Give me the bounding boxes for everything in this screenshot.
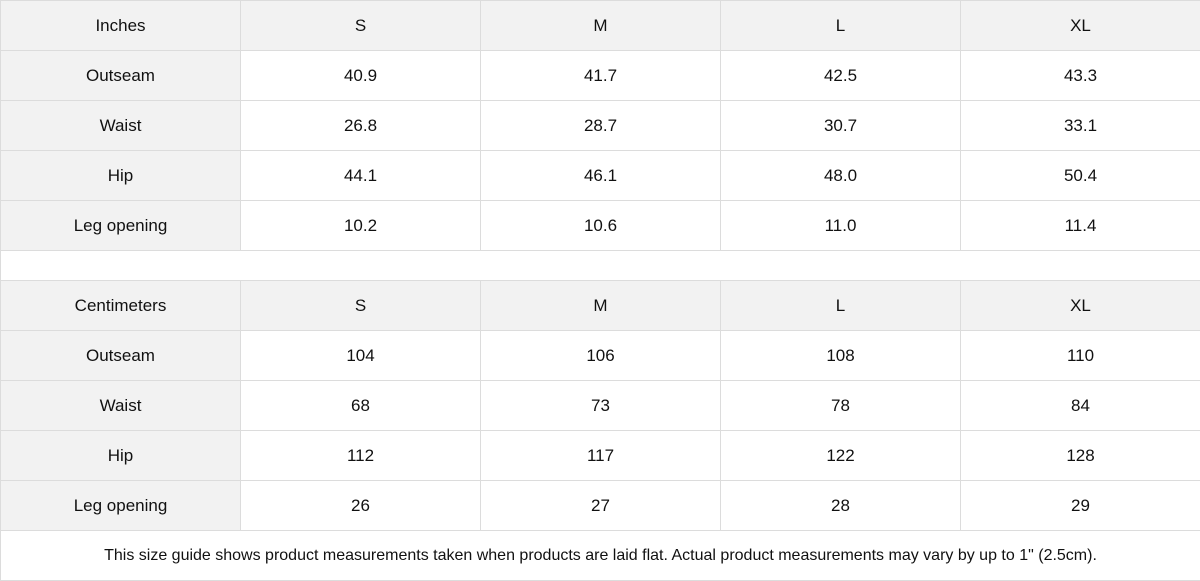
spacer-row (1, 251, 1200, 281)
measurement-label: Hip (1, 151, 241, 201)
measurement-value: 68 (241, 381, 481, 431)
measurement-value: 44.1 (241, 151, 481, 201)
measurement-label: Waist (1, 101, 241, 151)
measurement-value: 50.4 (961, 151, 1200, 201)
size-header: S (241, 1, 481, 51)
size-header: M (481, 281, 721, 331)
size-header: XL (961, 281, 1200, 331)
spacer-cell (1, 251, 1200, 281)
measurement-value: 41.7 (481, 51, 721, 101)
measurement-label: Leg opening (1, 481, 241, 531)
size-header: XL (961, 1, 1200, 51)
measurement-label: Outseam (1, 331, 241, 381)
measurement-value: 33.1 (961, 101, 1200, 151)
unit-header: Inches (1, 1, 241, 51)
measurement-value: 28.7 (481, 101, 721, 151)
measurement-value: 117 (481, 431, 721, 481)
measurement-value: 106 (481, 331, 721, 381)
measurement-value: 10.2 (241, 201, 481, 251)
measurement-label: Leg opening (1, 201, 241, 251)
footnote: This size guide shows product measuremen… (1, 531, 1200, 581)
measurement-value: 27 (481, 481, 721, 531)
measurement-label: Hip (1, 431, 241, 481)
measurement-label: Waist (1, 381, 241, 431)
measurement-value: 43.3 (961, 51, 1200, 101)
measurement-value: 104 (241, 331, 481, 381)
measurement-value: 78 (721, 381, 961, 431)
measurement-value: 110 (961, 331, 1200, 381)
measurement-value: 42.5 (721, 51, 961, 101)
measurement-value: 128 (961, 431, 1200, 481)
measurement-value: 73 (481, 381, 721, 431)
measurement-label: Outseam (1, 51, 241, 101)
footnote-row: This size guide shows product measuremen… (1, 531, 1200, 581)
measurement-value: 26 (241, 481, 481, 531)
measurement-value: 11.0 (721, 201, 961, 251)
measurement-value: 112 (241, 431, 481, 481)
measurement-value: 30.7 (721, 101, 961, 151)
measurement-value: 46.1 (481, 151, 721, 201)
measurement-value: 28 (721, 481, 961, 531)
measurement-value: 26.8 (241, 101, 481, 151)
measurement-value: 10.6 (481, 201, 721, 251)
measurement-value: 40.9 (241, 51, 481, 101)
unit-header: Centimeters (1, 281, 241, 331)
measurement-value: 11.4 (961, 201, 1200, 251)
size-header: S (241, 281, 481, 331)
measurement-value: 29 (961, 481, 1200, 531)
measurement-value: 84 (961, 381, 1200, 431)
size-header: L (721, 1, 961, 51)
measurement-value: 122 (721, 431, 961, 481)
size-header: M (481, 1, 721, 51)
size-header: L (721, 281, 961, 331)
measurement-value: 48.0 (721, 151, 961, 201)
measurement-value: 108 (721, 331, 961, 381)
